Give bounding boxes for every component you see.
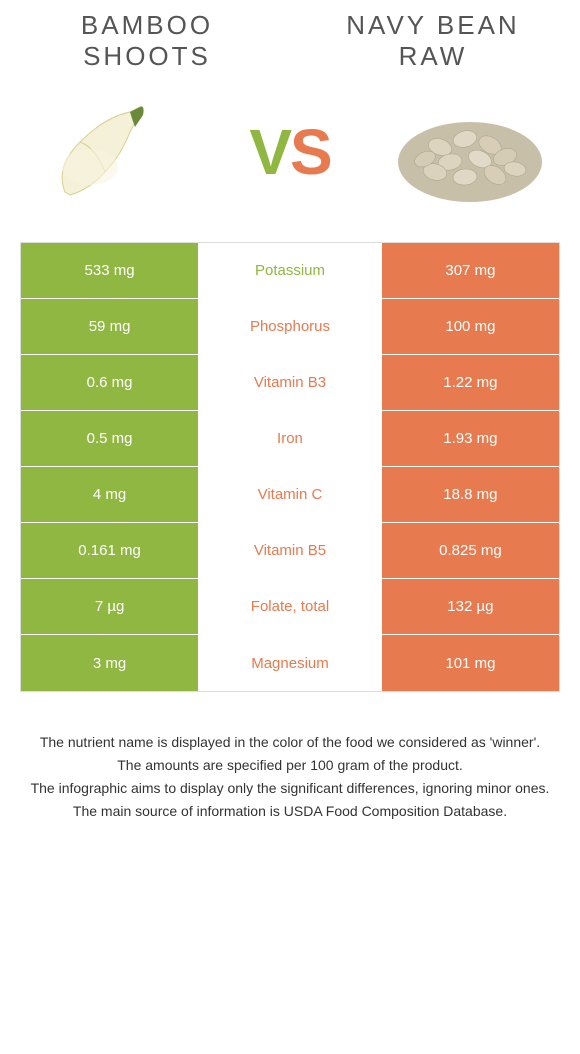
left-value: 4 mg xyxy=(21,467,200,522)
nutrient-table: 533 mgPotassium307 mg59 mgPhosphorus100 … xyxy=(20,242,560,692)
right-value: 1.93 mg xyxy=(380,411,559,466)
right-food-title: NAVY BEAN RAW xyxy=(316,10,550,72)
nutrient-name: Potassium xyxy=(200,243,380,298)
table-row: 4 mgVitamin C18.8 mg xyxy=(21,467,559,523)
footer-line-4: The main source of information is USDA F… xyxy=(20,801,560,822)
table-row: 0.161 mgVitamin B50.825 mg xyxy=(21,523,559,579)
table-row: 533 mgPotassium307 mg xyxy=(21,243,559,299)
footer-line-3: The infographic aims to display only the… xyxy=(20,778,560,799)
nutrient-name: Iron xyxy=(200,411,380,466)
right-value: 18.8 mg xyxy=(380,467,559,522)
left-value: 59 mg xyxy=(21,299,200,354)
table-row: 0.6 mgVitamin B31.22 mg xyxy=(21,355,559,411)
right-value: 132 µg xyxy=(380,579,559,634)
nutrient-name: Folate, total xyxy=(200,579,380,634)
table-row: 3 mgMagnesium101 mg xyxy=(21,635,559,691)
left-value: 0.161 mg xyxy=(21,523,200,578)
nutrient-name: Vitamin C xyxy=(200,467,380,522)
footer-line-2: The amounts are specified per 100 gram o… xyxy=(20,755,560,776)
nutrient-name: Phosphorus xyxy=(200,299,380,354)
footer-notes: The nutrient name is displayed in the co… xyxy=(0,692,580,822)
nutrient-name: Vitamin B3 xyxy=(200,355,380,410)
nutrient-name: Magnesium xyxy=(200,635,380,691)
table-row: 59 mgPhosphorus100 mg xyxy=(21,299,559,355)
left-value: 533 mg xyxy=(21,243,200,298)
table-row: 7 µgFolate, total132 µg xyxy=(21,579,559,635)
left-value: 0.5 mg xyxy=(21,411,200,466)
vs-row: VS xyxy=(0,72,580,242)
vs-s: S xyxy=(290,116,331,188)
right-value: 100 mg xyxy=(380,299,559,354)
nutrient-name: Vitamin B5 xyxy=(200,523,380,578)
left-value: 7 µg xyxy=(21,579,200,634)
right-value: 307 mg xyxy=(380,243,559,298)
right-value: 0.825 mg xyxy=(380,523,559,578)
vs-v: V xyxy=(249,116,290,188)
vs-label: VS xyxy=(249,115,330,189)
left-value: 0.6 mg xyxy=(21,355,200,410)
left-food-title: BAMBOO SHOOTS xyxy=(30,10,264,72)
footer-line-1: The nutrient name is displayed in the co… xyxy=(20,732,560,753)
right-value: 1.22 mg xyxy=(380,355,559,410)
table-row: 0.5 mgIron1.93 mg xyxy=(21,411,559,467)
right-value: 101 mg xyxy=(380,635,559,691)
right-food-image xyxy=(390,92,550,212)
header: BAMBOO SHOOTS NAVY BEAN RAW xyxy=(0,0,580,72)
left-value: 3 mg xyxy=(21,635,200,691)
left-food-image xyxy=(30,92,190,212)
